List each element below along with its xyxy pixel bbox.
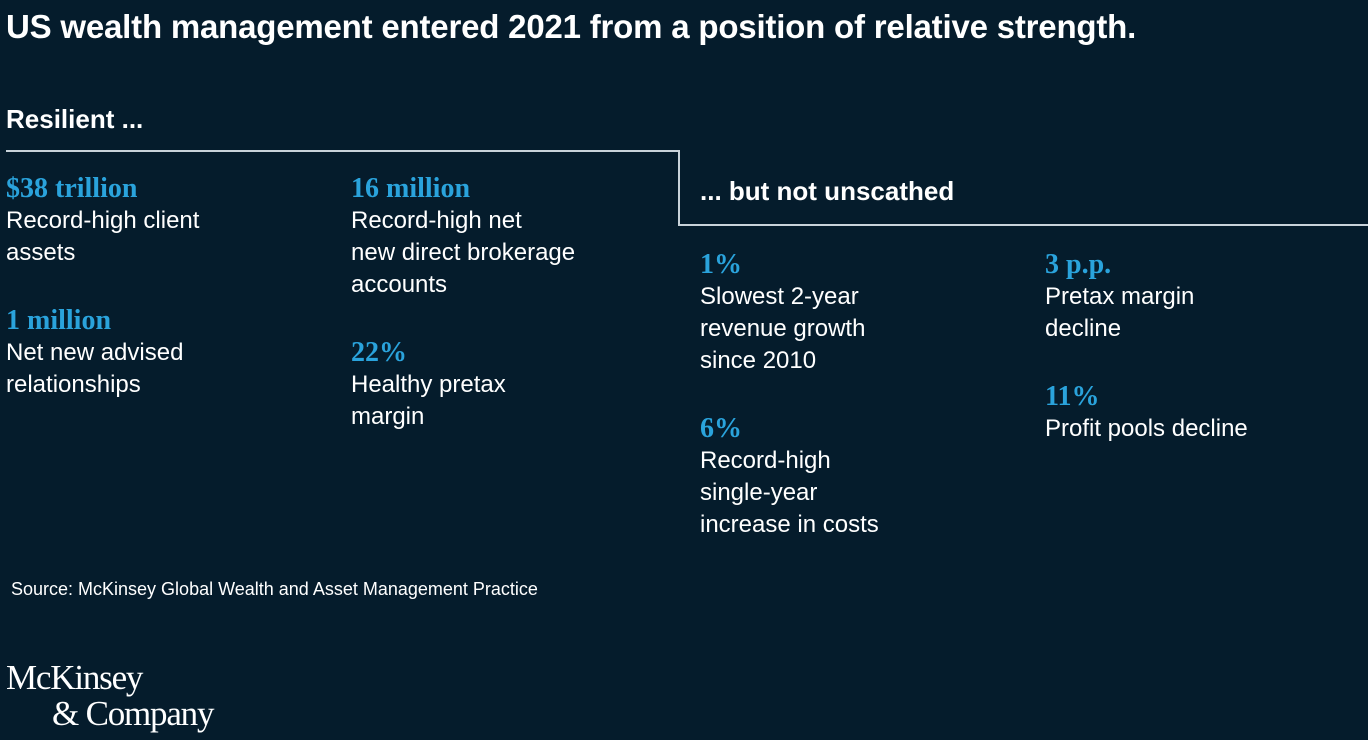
stat-value: $38 trillion	[6, 173, 138, 204]
stat-brokerage-accounts: 16 million Record-high net new direct br…	[351, 173, 671, 301]
stat-profit-pools: 11% Profit pools decline	[1045, 381, 1365, 445]
stat-value: 6%	[700, 413, 742, 444]
stat-value: 11%	[1045, 381, 1100, 412]
stat-value: 1%	[700, 249, 742, 280]
stat-value: 22%	[351, 337, 407, 368]
divider-step	[678, 150, 680, 226]
stat-pretax-margin: 22% Healthy pretax margin	[351, 337, 671, 433]
divider-left	[6, 150, 680, 152]
stat-description: Healthy pretax margin	[351, 371, 506, 430]
stat-description: Record-high client assets	[6, 207, 200, 266]
stat-margin-decline: 3 p.p. Pretax margin decline	[1045, 249, 1365, 345]
source-note: Source: McKinsey Global Wealth and Asset…	[11, 579, 538, 599]
stat-value: 3 p.p.	[1045, 249, 1112, 280]
stat-description: Record-high net new direct brokerage acc…	[351, 207, 576, 298]
mckinsey-logo: McKinsey & Company	[6, 658, 214, 733]
stat-cost-increase: 6% Record-high single-year increase in c…	[700, 413, 1020, 541]
stat-advised-relationships: 1 million Net new advised relationships	[6, 305, 326, 401]
logo-line-1: McKinsey	[6, 658, 143, 697]
resilient-heading: Resilient ...	[6, 104, 144, 134]
stat-description: Slowest 2-year revenue growth since 2010	[700, 283, 866, 374]
not-unscathed-heading: ... but not unscathed	[700, 176, 955, 206]
stat-description: Record-high single-year increase in cost…	[700, 447, 879, 538]
stat-description: Profit pools decline	[1045, 415, 1248, 442]
logo-line-2: & Company	[52, 694, 214, 733]
stat-client-assets: $38 trillion Record-high client assets	[6, 173, 326, 269]
stat-description: Net new advised relationships	[6, 339, 184, 398]
page-title: US wealth management entered 2021 from a…	[6, 8, 1137, 45]
stat-description: Pretax margin decline	[1045, 283, 1195, 342]
stat-revenue-growth: 1% Slowest 2-year revenue growth since 2…	[700, 249, 1020, 377]
divider-right	[678, 224, 1368, 226]
stat-value: 16 million	[351, 173, 471, 204]
stat-value: 1 million	[6, 305, 112, 336]
